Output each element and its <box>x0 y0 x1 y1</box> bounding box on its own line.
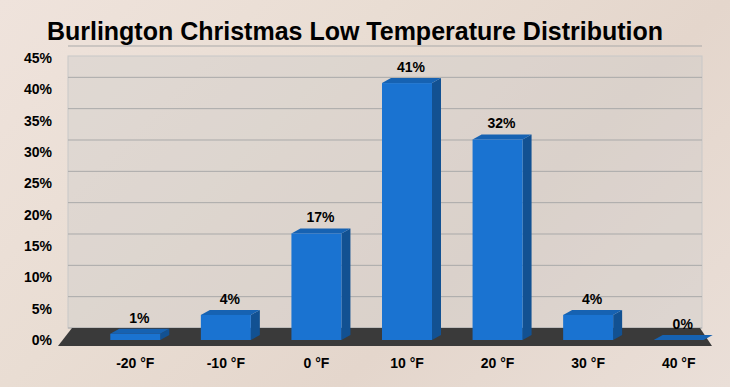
bar-top <box>563 310 622 315</box>
bar-side <box>523 134 532 340</box>
page: {"chart_data": {"type": "bar", "title": … <box>0 0 730 387</box>
grid-line <box>68 46 702 47</box>
data-label: 4% <box>220 291 241 307</box>
bar-top <box>654 335 713 340</box>
bar <box>382 83 432 340</box>
y-tick-label: 10% <box>24 269 53 285</box>
bar <box>291 233 341 340</box>
bar <box>110 334 160 340</box>
y-tick-label: 35% <box>24 113 53 129</box>
grid-line <box>68 77 702 78</box>
bar <box>201 315 251 340</box>
bar <box>563 315 613 340</box>
x-tick-label: -20 °F <box>116 355 155 371</box>
bar-top <box>382 78 441 83</box>
bar-top <box>473 134 532 139</box>
y-tick-label: 45% <box>24 50 53 66</box>
chart: Burlington Christmas Low Temperature Dis… <box>0 0 730 387</box>
y-tick-label: 15% <box>24 238 53 254</box>
bars <box>110 78 712 340</box>
data-label: 4% <box>582 291 603 307</box>
bar-side <box>251 310 260 340</box>
x-tick-label: 10 °F <box>390 355 424 371</box>
data-label: 0% <box>673 316 694 332</box>
bar-side <box>613 310 622 340</box>
x-tick-label: 0 °F <box>304 355 330 371</box>
x-tick-label: 20 °F <box>481 355 515 371</box>
bar-top <box>201 310 260 315</box>
y-tick-label: 25% <box>24 175 53 191</box>
bar-top <box>110 329 169 334</box>
y-tick-label: 20% <box>24 207 53 223</box>
bar <box>654 340 704 341</box>
bar <box>473 139 523 340</box>
x-tick-label: 30 °F <box>571 355 605 371</box>
y-tick-label: 5% <box>32 301 53 317</box>
data-label: 1% <box>129 310 150 326</box>
bar-top <box>291 228 350 233</box>
title: Burlington Christmas Low Temperature Dis… <box>47 17 663 45</box>
data-label: 17% <box>306 209 335 225</box>
x-tick-label: 40 °F <box>662 355 696 371</box>
data-label: 41% <box>397 59 426 75</box>
y-tick-label: 40% <box>24 81 53 97</box>
bar-side <box>432 78 441 340</box>
x-tick-label: -10 °F <box>207 355 246 371</box>
data-label: 32% <box>488 115 517 131</box>
bar-side <box>341 228 350 340</box>
y-tick-label: 0% <box>32 332 53 348</box>
y-tick-label: 30% <box>24 144 53 160</box>
